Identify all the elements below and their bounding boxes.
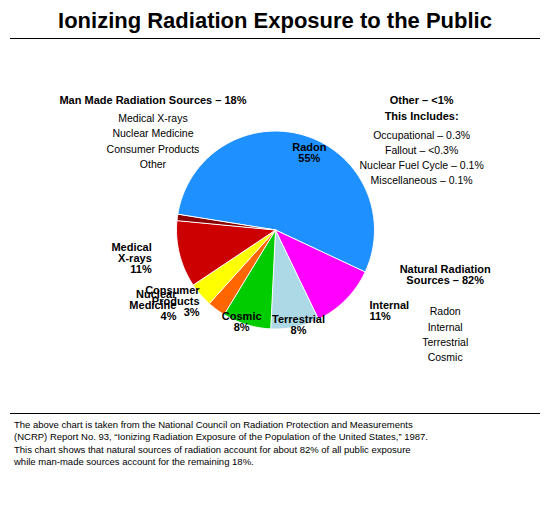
svg-text:Medical X-rays: Medical X-rays xyxy=(118,112,187,124)
svg-text:Cosmic8%: Cosmic8% xyxy=(222,310,262,333)
svg-text:Man Made Radiation Sources – 1: Man Made Radiation Sources – 18% xyxy=(59,94,246,106)
svg-text:Natural RadiationSources – 82%: Natural RadiationSources – 82% xyxy=(400,263,491,286)
svg-text:Nuclear Fuel Cycle – 0.1%: Nuclear Fuel Cycle – 0.1% xyxy=(359,159,483,171)
svg-text:Radon: Radon xyxy=(430,305,461,317)
svg-text:MedicalX-rays11%: MedicalX-rays11% xyxy=(111,241,152,275)
svg-text:Terrestrial8%: Terrestrial8% xyxy=(272,313,325,336)
svg-text:Miscellaneous – 0.1%: Miscellaneous – 0.1% xyxy=(371,174,473,186)
svg-text:Occupational – 0.3%: Occupational – 0.3% xyxy=(373,129,470,141)
svg-text:Cosmic: Cosmic xyxy=(428,351,463,363)
svg-text:Fallout – <0.3%: Fallout – <0.3% xyxy=(385,144,458,156)
svg-text:Internal11%: Internal11% xyxy=(369,299,409,322)
svg-text:Consumer Products: Consumer Products xyxy=(107,143,200,155)
svg-text:Other – <1%: Other – <1% xyxy=(390,94,454,106)
svg-text:Terrestrial: Terrestrial xyxy=(422,336,468,348)
svg-text:Internal: Internal xyxy=(428,321,463,333)
svg-text:Radon55%: Radon55% xyxy=(292,141,327,164)
svg-text:Nuclear Medicine: Nuclear Medicine xyxy=(112,127,193,139)
svg-text:NuclearMedicine4%: NuclearMedicine4% xyxy=(129,288,177,322)
svg-text:Other: Other xyxy=(140,158,167,170)
svg-text:This Includes:: This Includes: xyxy=(385,110,459,122)
